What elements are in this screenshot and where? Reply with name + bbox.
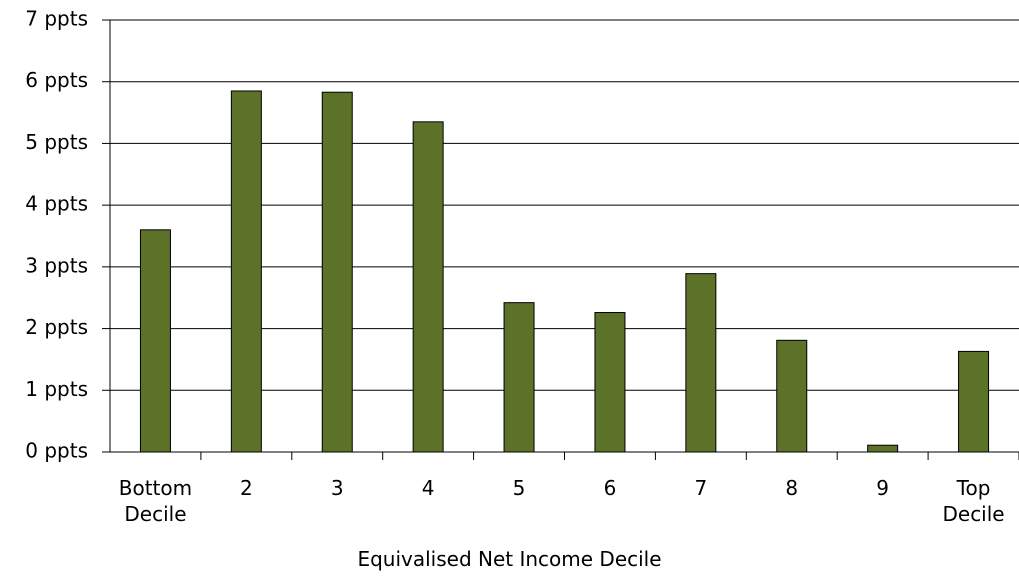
y-tick-label: 2 ppts [25,315,88,339]
y-tick-label: 6 ppts [25,68,88,92]
y-tick-label: 1 ppts [25,377,88,401]
bar [230,90,262,453]
x-tick-label: Bottom Decile [118,476,193,526]
x-tick-label: 6 [603,476,617,500]
bar [958,350,990,453]
x-tick-label: 7 [694,476,708,500]
y-tick-label: 4 ppts [25,192,88,216]
bar [594,312,626,453]
bar [412,121,444,453]
y-tick-label: 7 ppts [25,7,88,31]
y-tick-label: 0 ppts [25,439,88,463]
x-tick-label: 4 [421,476,435,500]
x-tick-label: 3 [330,476,344,500]
x-tick-label: 2 [239,476,253,500]
bar [867,444,899,453]
x-axis-label: Equivalised Net Income Decile [357,547,662,571]
x-tick-label: 9 [876,476,889,500]
x-tick-label: Top Decile [942,476,1005,526]
bar [321,91,353,453]
y-tick-label: 5 ppts [25,130,88,154]
bar [776,339,808,453]
y-tick-label: 3 ppts [25,253,88,277]
x-tick-label: 8 [785,476,799,500]
x-tick-label: 5 [512,476,526,500]
bar [503,302,535,453]
bar [685,273,717,453]
bar [139,229,171,453]
